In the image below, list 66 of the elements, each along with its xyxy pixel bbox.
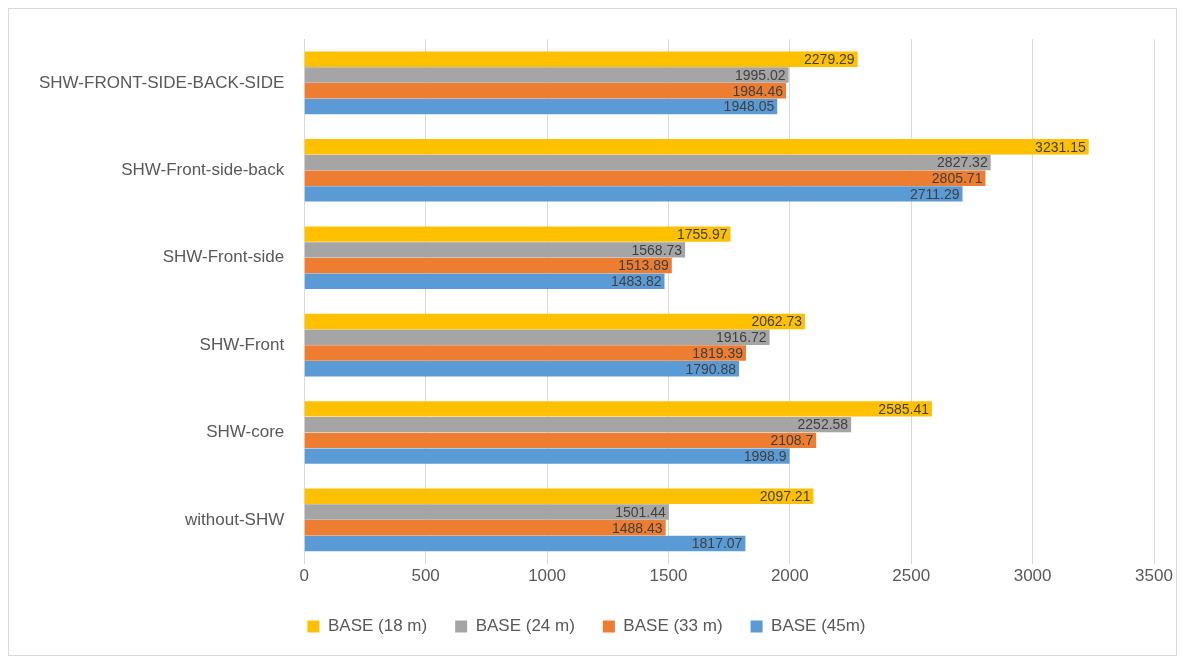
y-tick-label: without-SHW [184,509,285,529]
data-label: 2108.7 [770,432,814,449]
data-label: 2711.29 [909,185,960,202]
data-label: 1995.02 [735,66,786,83]
y-tick-label: SHW-core [206,422,285,442]
bar [304,416,852,433]
bar [304,329,770,345]
bar [304,257,672,274]
y-tick-label: SHW-Front-side [162,247,285,267]
data-label: 1483.82 [610,273,662,290]
data-label: 2252.58 [797,416,849,433]
bar [304,83,787,99]
bar [304,51,858,68]
data-label: 1513.89 [618,257,670,274]
y-tick-label: SHW-Front-side-back [121,159,285,179]
x-tick-label: 3500 [1135,566,1173,586]
x-tick-label: 500 [411,566,440,586]
data-label: 1817.07 [691,535,743,552]
bar [304,401,932,417]
bar [304,345,746,361]
data-label: 2279.29 [804,51,855,68]
x-tick-label: 2500 [892,566,931,586]
data-label: 2805.71 [931,170,983,187]
bar [304,448,790,464]
data-label: 1501.44 [615,503,666,520]
bar [304,226,731,242]
bar [304,535,746,552]
data-label: 2585.41 [878,400,930,417]
bar [304,154,991,171]
bar [304,360,740,377]
data-label: 2097.21 [759,488,811,505]
x-tick-label: 1500 [649,566,688,586]
bar [304,520,666,536]
legend-label: BASE (45m) [771,616,866,636]
bar [304,488,814,505]
bar [304,432,817,449]
data-label: 1488.43 [612,519,663,536]
x-tick-label: 1000 [528,566,566,586]
data-label: 1948.05 [723,98,775,115]
data-label: 1998.9 [743,447,787,464]
data-label: 1819.39 [692,344,744,361]
data-label: 1790.88 [685,360,737,377]
x-tick-label: 2000 [770,566,809,586]
data-label: 3231.15 [1035,138,1086,155]
data-label: 2827.32 [937,154,988,171]
y-tick-label: SHW-FRONT-SIDE-BACK-SIDE [38,72,285,92]
y-tick-label: SHW-Front [199,334,285,354]
bar [304,313,806,330]
data-label: 1916.72 [716,329,767,346]
legend-label: BASE (18 m) [327,616,428,636]
bar [304,170,986,186]
bar [304,273,665,290]
bar [304,242,686,258]
data-label: 1755.97 [676,225,728,242]
legend-label: BASE (24 m) [475,616,575,636]
legend-label: BASE (33 m) [623,616,723,636]
data-label: 1984.46 [732,82,784,99]
x-tick-label: 3000 [1013,566,1052,586]
bar [304,98,778,115]
data-label: 1568.73 [631,241,683,258]
data-label: 2062.73 [751,313,803,330]
x-tick-label: 0 [299,566,309,586]
bar [304,186,963,202]
bar [304,504,669,520]
bar [304,138,1089,155]
bar [304,67,789,83]
